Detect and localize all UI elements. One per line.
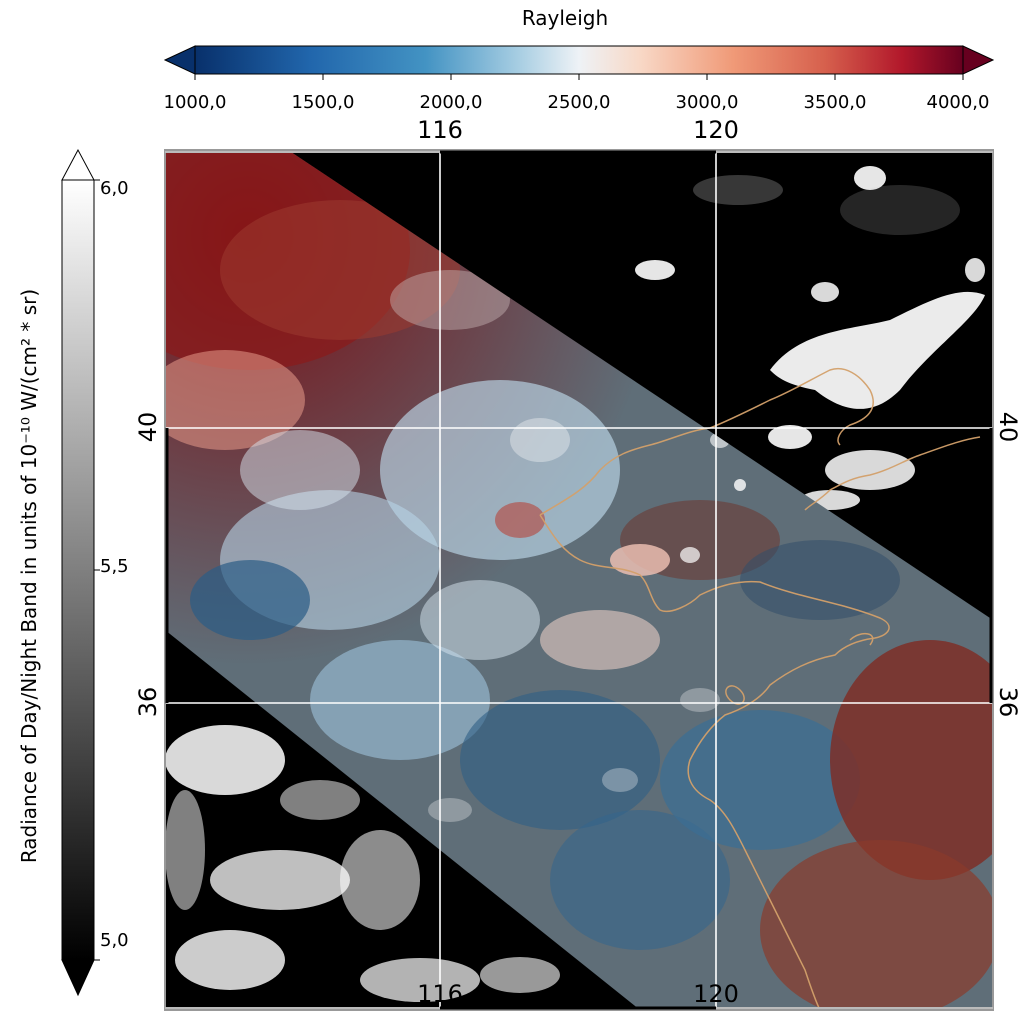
colorbar-gradient bbox=[194, 45, 964, 75]
radiance-tick-label: 5,0 bbox=[100, 930, 129, 951]
rayleigh-tick-label: 3000,0 bbox=[675, 92, 739, 113]
radiance-colorbar bbox=[61, 148, 100, 997]
radiance-tick-label: 5,5 bbox=[100, 556, 129, 577]
colorbar-min-arrow bbox=[61, 959, 95, 997]
rayleigh-tick-label: 2500,0 bbox=[547, 92, 611, 113]
lon-label-top-120: 120 bbox=[693, 116, 739, 144]
lon-label-bottom-116: 116 bbox=[417, 980, 463, 1008]
rayleigh-tick-marks bbox=[194, 74, 964, 80]
lat-label-right-36: 36 bbox=[994, 686, 1022, 718]
map-frame bbox=[164, 149, 994, 1011]
rayleigh-tick-label: 1500,0 bbox=[291, 92, 355, 113]
lat-label-right-40: 40 bbox=[994, 411, 1022, 443]
radiance-colorbar-title: Radiance of Day/Night Band in units of 1… bbox=[14, 148, 44, 1004]
colorbar-gradient bbox=[61, 179, 95, 961]
colorbar-max-arrow bbox=[962, 45, 995, 75]
colorbar-max-arrow bbox=[61, 148, 95, 181]
lon-label-bottom-120: 120 bbox=[693, 980, 739, 1008]
radiance-tick-marks bbox=[94, 179, 100, 961]
rayleigh-tick-label: 4000,0 bbox=[926, 92, 990, 113]
radiance-colorbar-title-text: Radiance of Day/Night Band in units of 1… bbox=[17, 288, 41, 864]
rayleigh-tick-label: 2000,0 bbox=[419, 92, 483, 113]
colorbar-min-arrow bbox=[163, 45, 196, 75]
lon-label-top-116: 116 bbox=[417, 116, 463, 144]
lat-label-left-36: 36 bbox=[134, 686, 162, 718]
coastline bbox=[539, 368, 981, 1011]
graticule bbox=[165, 150, 993, 1010]
lat-label-left-40: 40 bbox=[134, 411, 162, 443]
rayleigh-colorbar bbox=[163, 45, 995, 80]
rayleigh-tick-label: 1000,0 bbox=[163, 92, 227, 113]
rayleigh-colorbar-title: Rayleigh bbox=[521, 6, 609, 30]
rayleigh-tick-label: 3500,0 bbox=[803, 92, 867, 113]
radiance-tick-label: 6,0 bbox=[100, 178, 129, 199]
dnb-city-lights bbox=[165, 166, 985, 1002]
map-panel[interactable] bbox=[90, 130, 1027, 1014]
